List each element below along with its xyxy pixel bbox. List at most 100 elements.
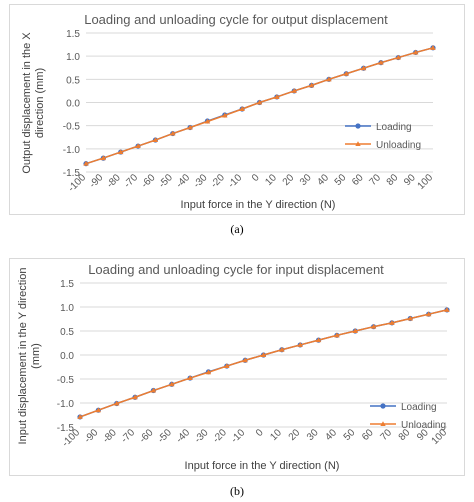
data-point-unloading bbox=[343, 70, 349, 76]
data-point-unloading bbox=[95, 407, 102, 413]
legend-marker-loading bbox=[355, 123, 361, 129]
x-tick-label: 0 bbox=[254, 427, 266, 439]
x-tick-label: 70 bbox=[367, 172, 383, 188]
data-point-unloading bbox=[360, 65, 367, 71]
chart-b-svg: Loading and unloading cycle for input di… bbox=[17, 262, 450, 472]
x-tick-label: -40 bbox=[174, 172, 192, 190]
data-point-unloading bbox=[352, 328, 358, 333]
x-tick-label: 30 bbox=[298, 172, 314, 188]
y-tick-label: 0.5 bbox=[60, 327, 74, 338]
x-tick-label: 100 bbox=[416, 172, 436, 192]
y-tick-label: 1.0 bbox=[60, 303, 74, 314]
y-tick-label: -1.5 bbox=[57, 423, 75, 434]
data-point-unloading bbox=[100, 155, 107, 161]
x-tick-label: -90 bbox=[87, 172, 105, 190]
data-point-unloading bbox=[224, 363, 230, 369]
data-point-unloading bbox=[118, 149, 124, 155]
x-tick-label: -70 bbox=[119, 427, 137, 445]
x-tick-label: -60 bbox=[138, 427, 156, 445]
data-point-unloading bbox=[444, 307, 450, 312]
x-tick-label: -10 bbox=[229, 427, 247, 445]
data-point-unloading bbox=[77, 414, 83, 419]
data-point-unloading bbox=[430, 45, 436, 50]
x-tick-label: 70 bbox=[378, 427, 394, 443]
x-tick-label: -20 bbox=[211, 427, 229, 445]
x-tick-label: 60 bbox=[360, 427, 376, 443]
x-tick-label: -80 bbox=[105, 172, 123, 190]
y-tick-label: -1.0 bbox=[63, 145, 81, 156]
x-tick-label: 50 bbox=[342, 427, 358, 443]
x-tick-label: 10 bbox=[268, 427, 284, 443]
series-line-1 bbox=[79, 309, 448, 418]
x-tick-label: -70 bbox=[122, 172, 140, 190]
data-point-unloading bbox=[274, 94, 280, 99]
data-point-unloading bbox=[222, 112, 228, 118]
x-tick-label: -60 bbox=[140, 172, 158, 190]
x-tick-label: 60 bbox=[350, 172, 366, 188]
legend-marker-unloading bbox=[355, 141, 361, 146]
data-point-unloading bbox=[132, 394, 138, 400]
y-axis-label: Output displacement in the Xdirection (m… bbox=[21, 32, 46, 174]
data-point-unloading bbox=[135, 143, 141, 149]
x-tick-label: -30 bbox=[192, 172, 210, 190]
chart-a-svg: Loading and unloading cycle for output d… bbox=[21, 12, 436, 211]
y-axis-label: Input displacement in the Y direction(mm… bbox=[17, 268, 42, 445]
data-point-unloading bbox=[297, 342, 303, 347]
x-tick-label: -90 bbox=[82, 427, 100, 445]
data-point-unloading bbox=[407, 315, 413, 321]
x-axis-label: Input force in the Y direction (N) bbox=[181, 199, 336, 211]
data-point-unloading bbox=[256, 99, 263, 105]
y-axis-label-line: (mm) bbox=[30, 343, 42, 369]
chart-title: Loading and unloading cycle for output d… bbox=[84, 12, 388, 27]
chart-frame bbox=[9, 4, 465, 215]
data-point-unloading bbox=[187, 124, 193, 130]
data-point-unloading bbox=[315, 337, 322, 343]
series-line-0 bbox=[79, 309, 448, 418]
data-point-unloading bbox=[389, 320, 395, 325]
caption-a: (a) bbox=[230, 222, 244, 236]
x-tick-label: 0 bbox=[250, 172, 262, 184]
x-tick-label: -10 bbox=[226, 172, 244, 190]
data-point-unloading bbox=[334, 332, 340, 338]
legend-label: Loading bbox=[401, 402, 437, 413]
data-point-unloading bbox=[326, 76, 332, 82]
y-tick-label: 0.0 bbox=[66, 99, 80, 110]
x-tick-label: -30 bbox=[193, 427, 211, 445]
x-tick-label: -50 bbox=[157, 172, 175, 190]
data-point-unloading bbox=[370, 323, 377, 329]
data-point-unloading bbox=[378, 59, 384, 65]
x-tick-label: -20 bbox=[209, 172, 227, 190]
data-point-unloading bbox=[205, 369, 212, 375]
data-point-unloading bbox=[152, 137, 159, 143]
x-tick-label: 40 bbox=[315, 172, 331, 188]
y-tick-label: -0.5 bbox=[57, 375, 75, 386]
data-point-unloading bbox=[150, 387, 157, 393]
data-point-unloading bbox=[308, 82, 315, 88]
legend-marker-loading bbox=[380, 403, 386, 409]
x-tick-label: 50 bbox=[333, 172, 349, 188]
data-point-unloading bbox=[114, 400, 120, 406]
x-tick-label: 20 bbox=[287, 427, 303, 443]
y-tick-label: -0.5 bbox=[63, 122, 81, 133]
y-tick-label: 1.5 bbox=[66, 29, 80, 40]
data-point-unloading bbox=[169, 381, 175, 387]
x-tick-label: 10 bbox=[263, 172, 279, 188]
y-tick-label: 0.0 bbox=[60, 351, 74, 362]
x-tick-label: 80 bbox=[385, 172, 401, 188]
x-tick-label: -40 bbox=[174, 427, 192, 445]
caption-b: (b) bbox=[230, 484, 244, 498]
data-point-unloading bbox=[170, 130, 176, 136]
legend-label: Unloading bbox=[401, 420, 446, 431]
y-axis-label-line: Output displacement in the X bbox=[21, 32, 33, 174]
y-axis-label-line: Input displacement in the Y direction bbox=[17, 268, 29, 445]
legend-marker-unloading bbox=[380, 421, 386, 426]
y-axis-label-line: direction (mm) bbox=[34, 68, 46, 138]
data-point-unloading bbox=[204, 118, 211, 124]
y-tick-label: -1.0 bbox=[57, 399, 75, 410]
y-tick-label: -1.5 bbox=[63, 168, 81, 179]
chart-title: Loading and unloading cycle for input di… bbox=[88, 262, 384, 277]
x-tick-label: 20 bbox=[281, 172, 297, 188]
x-tick-label: 40 bbox=[323, 427, 339, 443]
y-tick-label: 1.0 bbox=[66, 52, 80, 63]
data-point-unloading bbox=[412, 49, 419, 55]
